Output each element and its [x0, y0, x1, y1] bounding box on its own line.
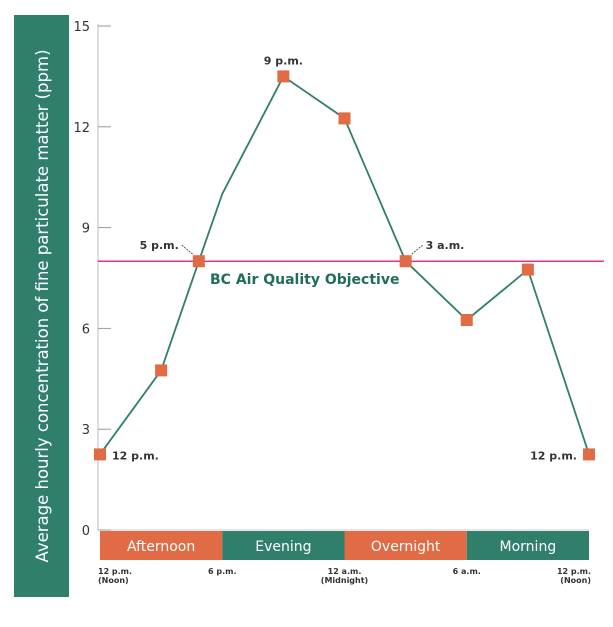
point-annotation: 12 p.m.	[530, 449, 577, 462]
y-tick-label: 15	[73, 20, 90, 35]
y-tick-label: 9	[82, 222, 90, 237]
data-point-marker	[192, 255, 205, 268]
y-tick-label: 3	[82, 423, 90, 438]
point-annotation: 12 p.m.	[112, 449, 159, 462]
period-band	[100, 531, 223, 560]
data-point-marker	[94, 448, 106, 461]
x-tick-label: (Noon)	[560, 576, 591, 585]
period-label: Evening	[255, 539, 311, 555]
annotation-arrow	[181, 244, 194, 255]
x-tick-label: 12 p.m.	[557, 567, 591, 576]
point-annotation: 3 a.m.	[426, 239, 465, 252]
x-tick-label: (Noon)	[98, 576, 129, 585]
period-label: Overnight	[371, 539, 441, 555]
data-point-marker	[521, 263, 534, 276]
x-tick-label: (Midnight)	[321, 576, 368, 585]
x-tick-label: 12 p.m.	[98, 567, 132, 576]
x-tick-label: 12 a.m.	[328, 567, 362, 576]
y-tick-label: 0	[82, 524, 90, 539]
reference-line-label: BC Air Quality Objective	[210, 272, 399, 288]
data-point-marker	[460, 314, 473, 326]
y-tick-label: 6	[82, 322, 90, 337]
data-point-marker	[583, 448, 595, 461]
x-tick-label: 6 p.m.	[208, 567, 237, 576]
period-band	[344, 531, 467, 560]
data-point-marker	[399, 255, 412, 268]
point-annotation: 5 p.m.	[140, 239, 179, 252]
y-tick-label: 12	[73, 121, 90, 136]
y-axis-label: Average hourly concentration of fine par…	[33, 49, 52, 562]
point-annotation: 9 p.m.	[264, 54, 303, 67]
period-band	[466, 531, 589, 560]
data-point-marker	[155, 364, 168, 377]
annotation-arrow	[411, 244, 423, 255]
data-point-marker	[338, 112, 351, 125]
period-label: Morning	[500, 539, 557, 555]
data-line	[99, 75, 590, 455]
period-band	[222, 531, 345, 560]
y-axis-label-band	[14, 15, 69, 597]
x-tick-label: 6 a.m.	[453, 567, 481, 576]
data-point-marker	[277, 70, 290, 83]
period-label: Afternoon	[127, 539, 195, 555]
